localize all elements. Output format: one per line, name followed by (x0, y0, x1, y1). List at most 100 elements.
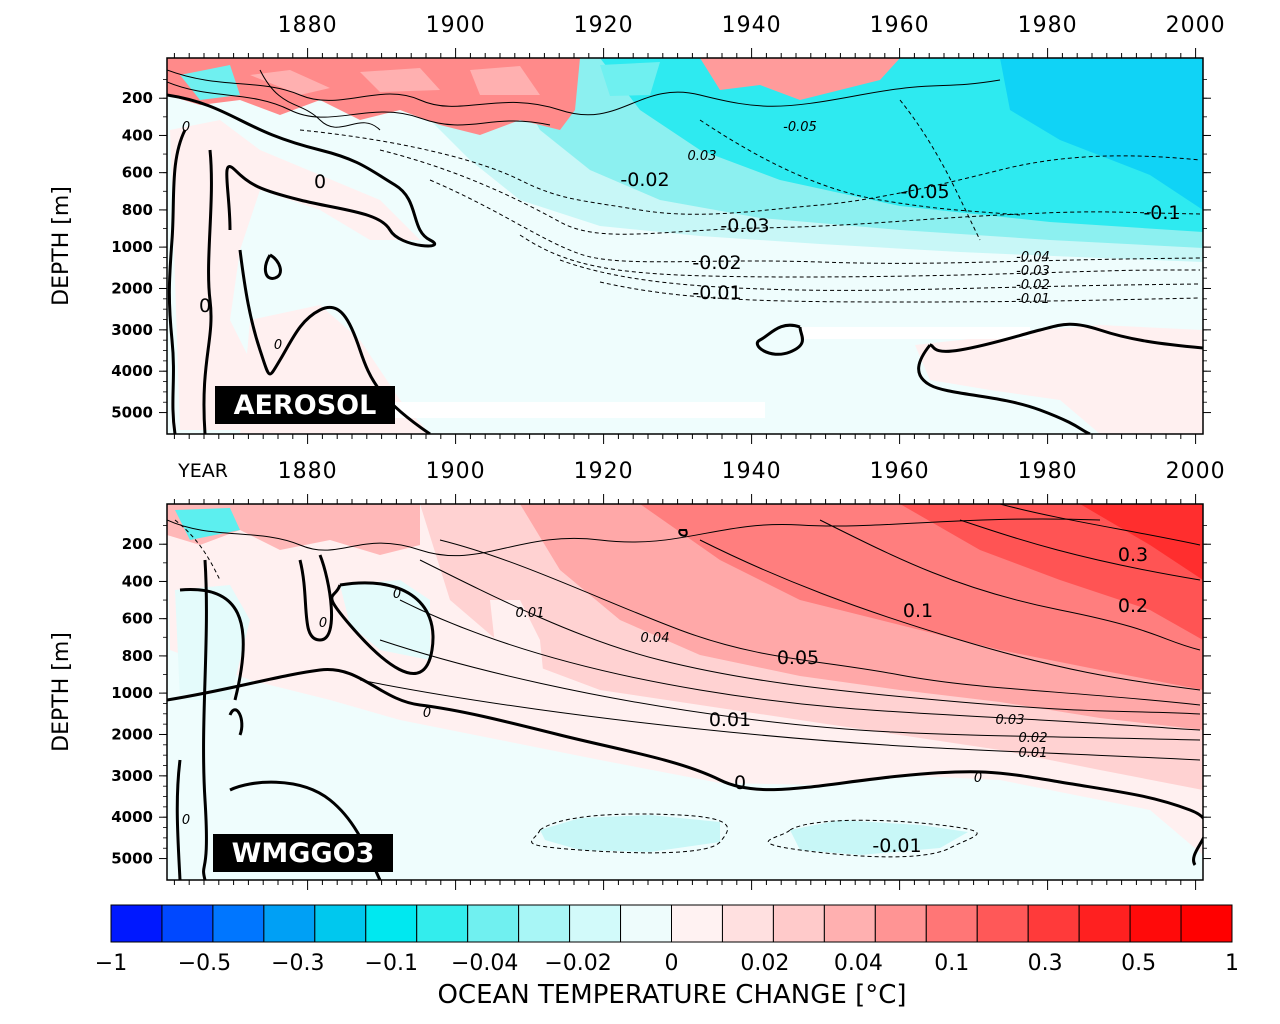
colorbar-tick-label: −0.1 (365, 951, 418, 976)
colorbar-tick-label: 0.1 (934, 951, 969, 976)
contour-label: 0 (319, 616, 327, 631)
y-tick-label: 600 (122, 610, 153, 628)
wmggo3-axis: 1880 1900 1920 1940 1960 1980 2000 200 400 600 800… (111, 459, 1225, 890)
colorbar-cell (365, 904, 418, 943)
wmggo3-contour-labels: 0.30.20.10.050.040.010.01 0.030.020.01000… (182, 544, 1148, 857)
year-corner-label: YEAR (177, 460, 228, 482)
colorbar-cell (110, 904, 163, 943)
colorbar-cell (416, 904, 469, 943)
y-tick-label: 5000 (111, 404, 153, 422)
colorbar-cell (161, 904, 214, 943)
contour-label: 0.01 (709, 709, 751, 731)
x-tick-label: 2000 (1166, 13, 1226, 38)
contour-label: 0.04 (641, 631, 670, 646)
colorbar-tick-label: 0.04 (834, 951, 883, 976)
contour-label: 0 (199, 295, 211, 317)
y-tick-label: 3000 (111, 321, 153, 339)
contour-label: 0 (274, 338, 282, 353)
x-tick-label: 1940 (722, 459, 782, 484)
colorbar-cell (925, 904, 978, 943)
colorbar-cell (1180, 904, 1233, 943)
x-tick-label: 2000 (1166, 459, 1226, 484)
contour-label: 0.3 (1118, 544, 1148, 566)
wmggo3-panel-label: WMGGO3 (232, 838, 375, 869)
x-tick-label: 1980 (1018, 13, 1078, 38)
colorbar-tick-label: 0.3 (1028, 951, 1063, 976)
y-tick-label: 1000 (111, 238, 153, 256)
contour-label: -0.03 (720, 215, 769, 237)
colorbar-cell (772, 904, 825, 943)
contour-label: -0.02 (620, 169, 669, 191)
y-tick-label: 400 (122, 126, 153, 144)
colorbar-cell (518, 904, 571, 943)
colorbar-tick-label: 0 (665, 951, 679, 976)
wmggo3-y-axis-title: DEPTH [m] (49, 632, 74, 752)
colorbar-tick-label: −0.04 (451, 951, 518, 976)
contour-label: -0.01 (1016, 292, 1050, 307)
y-tick-label: 3000 (111, 767, 153, 785)
contour-label: 0 (182, 813, 190, 828)
aerosol-panel-label: AEROSOL (234, 390, 377, 421)
colorbar-cell (874, 904, 927, 943)
wmggo3-frame (166, 503, 1204, 881)
wmggo3-field (167, 504, 1203, 880)
x-tick-label: 1880 (278, 459, 338, 484)
colorbar-tick-label: 0.5 (1121, 951, 1156, 976)
aerosol-axis: 1880 1900 1920 1940 1960 1980 2000 200 400 600 800… (111, 13, 1225, 444)
x-tick-label: 1900 (426, 13, 486, 38)
colorbar-cell (976, 904, 1029, 943)
colorbar-tick-label: 1 (1225, 951, 1239, 976)
contour-label: -0.03 (1016, 264, 1050, 279)
contour-label: 0.03 (996, 713, 1025, 728)
contour-label: 0.01 (516, 606, 545, 621)
y-tick-label: 5000 (111, 850, 153, 868)
colorbar-cell (1078, 904, 1131, 943)
y-tick-label: 400 (122, 572, 153, 590)
contour-label: -0.02 (1016, 278, 1050, 293)
x-tick-label: 1880 (278, 13, 338, 38)
contour-label: -0.02 (692, 252, 741, 274)
panel-wmggo3: 0.30.20.10.050.040.010.01 0.030.020.01000… (49, 459, 1225, 890)
contour-label: -0.01 (692, 282, 741, 304)
contour-label: -0.05 (783, 120, 817, 135)
y-tick-label: 4000 (111, 362, 153, 380)
colorbar-cell (569, 904, 622, 943)
colorbar-cells (110, 904, 1233, 943)
x-tick-label: 1960 (870, 459, 930, 484)
colorbar-cell (671, 904, 723, 943)
aerosol-label-box (215, 386, 395, 424)
y-tick-label: 200 (122, 535, 153, 553)
colorbar-title: OCEAN TEMPERATURE CHANGE [°C] (437, 980, 906, 1010)
y-tick-label: 2000 (111, 279, 153, 297)
contour-label: 0.2 (1118, 595, 1148, 617)
y-tick-label: 200 (122, 89, 153, 107)
colorbar-tick-label: 0.02 (740, 951, 789, 976)
contour-label: 0 (314, 171, 326, 193)
colorbar-cell (721, 904, 774, 943)
colorbar-cell (467, 904, 520, 943)
contour-label: -0.05 (900, 181, 949, 203)
contour-label: 0 (734, 772, 746, 794)
contour-label: 0 (182, 120, 190, 135)
y-tick-label: 4000 (111, 808, 153, 826)
x-tick-label: 1980 (1018, 459, 1078, 484)
colorbar-tick-label: −0.5 (178, 951, 231, 976)
contour-label: 0 (974, 771, 982, 786)
contour-label: -0.01 (872, 835, 921, 857)
y-tick-label: 800 (122, 201, 153, 219)
contour-label: 0.01 (1019, 746, 1048, 761)
x-tick-label: 1920 (574, 13, 634, 38)
contour-label: -0.1 (1143, 202, 1180, 224)
contour-label: 0 (393, 587, 401, 602)
colorbar-cell (620, 904, 673, 943)
aerosol-field (167, 58, 1203, 434)
x-tick-label: 1920 (574, 459, 634, 484)
contour-label: 0.05 (777, 647, 819, 669)
colorbar-tick-label: −0.02 (544, 951, 611, 976)
contour-label: 0.02 (1019, 731, 1048, 746)
contour-label: 0.1 (903, 600, 933, 622)
x-tick-label: 1940 (722, 13, 782, 38)
